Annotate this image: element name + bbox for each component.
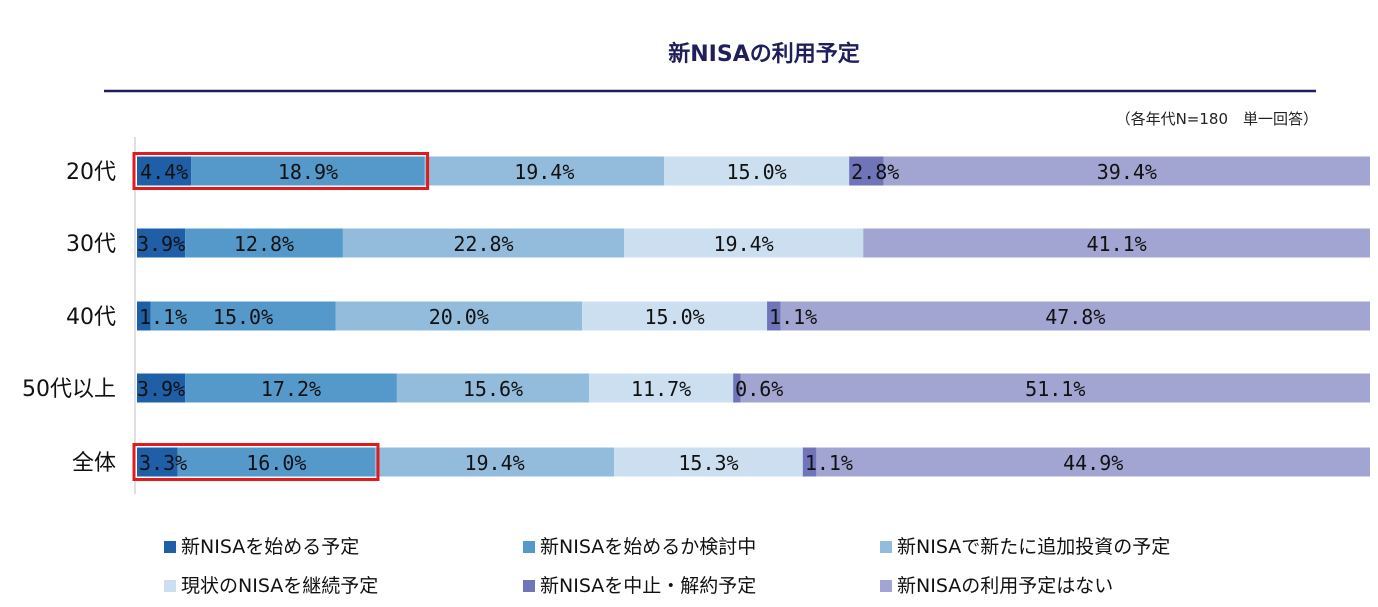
highlight-group (132, 152, 430, 481)
legend-swatch-2 (523, 541, 535, 553)
category-label-2: 30代 (66, 232, 116, 257)
bar-group (137, 156, 1370, 477)
value-label-row5-series6: 44.9% (1063, 451, 1123, 475)
bar-segment-row3-series4 (582, 301, 768, 331)
category-label-3: 40代 (66, 305, 116, 330)
legend-label-6: 新NISAの利用予定はない (897, 575, 1113, 597)
category-label-4: 50代以上 (22, 377, 116, 402)
value-label-row5-series1: 3.3% (139, 451, 187, 475)
value-label-row2-series6: 41.1% (1087, 232, 1147, 256)
legend-label-2: 新NISAを始めるか検討中 (540, 536, 756, 558)
bar-segment-row2-series1 (137, 228, 186, 258)
chart-title: 新NISAの利用予定 (668, 41, 859, 67)
value-label-row1-series3: 19.4% (514, 160, 574, 184)
value-label-row4-series5: 0.6% (735, 377, 783, 401)
value-label-row4-series4: 11.7% (631, 377, 691, 401)
bar-segment-row1-series5 (849, 156, 884, 186)
bar-segment-row5-series3 (374, 447, 615, 477)
bar-segment-row3-series1 (137, 301, 151, 331)
value-label-row3-series1: 1.1% (139, 305, 187, 329)
value-label-row5-series2: 16.0% (246, 451, 306, 475)
bar-segment-row3-series2 (150, 301, 336, 331)
bar-segment-row4-series4 (589, 373, 734, 403)
bar-segment-row1-series2 (191, 156, 425, 186)
legend-swatch-3 (880, 541, 892, 553)
value-label-row4-series2: 17.2% (261, 377, 321, 401)
value-label-row3-series3: 20.0% (429, 305, 489, 329)
value-label-row5-series5: 1.1% (805, 451, 853, 475)
bar-segment-row1-series4 (664, 156, 850, 186)
legend-swatch-1 (164, 541, 176, 553)
highlight-box-1 (132, 152, 430, 190)
legend-label-3: 新NISAで新たに追加投資の予定 (897, 536, 1170, 558)
bar-segment-row2-series3 (342, 228, 625, 258)
value-label-row4-series3: 15.6% (463, 377, 523, 401)
value-label-row1-series5: 2.8% (851, 160, 899, 184)
highlight-box-2 (132, 443, 380, 481)
bar-segment-row4-series6 (740, 373, 1370, 403)
bar-segment-row3-series5 (767, 301, 781, 331)
value-label-row2-series1: 3.9% (137, 232, 185, 256)
value-label-row2-series4: 19.4% (714, 232, 774, 256)
value-label-row4-series6: 51.1% (1025, 377, 1085, 401)
value-label-row5-series3: 19.4% (464, 451, 524, 475)
bar-segment-row4-series5 (733, 373, 741, 403)
value-label-row1-series6: 39.4% (1097, 160, 1157, 184)
value-label-row1-series1: 4.4% (140, 160, 188, 184)
category-label-5: 全体 (72, 451, 116, 476)
bar-segment-row4-series2 (185, 373, 397, 403)
value-label-row3-series2: 15.0% (213, 305, 273, 329)
value-label-row1-series2: 18.9% (278, 160, 338, 184)
value-label-row4-series1: 3.9% (137, 377, 185, 401)
legend-label-1: 新NISAを始める予定 (181, 536, 359, 558)
bar-segment-row5-series6 (816, 447, 1370, 477)
legend-swatch-5 (523, 580, 535, 592)
value-label-row2-series3: 22.8% (453, 232, 513, 256)
bar-segment-row5-series4 (614, 447, 803, 477)
sample-note: （各年代N=180 単一回答） (1116, 110, 1318, 128)
value-label-row1-series4: 15.0% (726, 160, 786, 184)
bar-segment-row2-series4 (624, 228, 864, 258)
bar-segment-row2-series2 (185, 228, 343, 258)
bar-segment-row1-series3 (424, 156, 665, 186)
value-label-row3-series4: 15.0% (644, 305, 704, 329)
legend-label-5: 新NISAを中止・解約予定 (540, 575, 756, 597)
bar-segment-row4-series1 (137, 373, 186, 403)
bar-segment-row1-series6 (883, 156, 1370, 186)
category-label-1: 20代 (66, 160, 116, 185)
bar-segment-row4-series3 (396, 373, 590, 403)
label-group: 20代 4.4% 18.9% 19.4% 15.0% 2.8% 39.4% 30代 3.9% 12… (22, 160, 1157, 476)
bar-segment-row5-series1 (137, 447, 178, 477)
legend-swatch-4 (164, 580, 176, 592)
value-label-row3-series5: 1.1% (769, 305, 817, 329)
bar-segment-row1-series1 (137, 156, 192, 186)
bar-segment-row3-series6 (780, 301, 1370, 331)
value-label-row3-series6: 47.8% (1045, 305, 1105, 329)
bar-segment-row5-series5 (802, 447, 817, 477)
bar-segment-row3-series3 (335, 301, 583, 331)
legend-swatch-6 (880, 580, 892, 592)
legend: 新NISAを始める予定 新NISAを始めるか検討中 新NISAで新たに追加投資の予定… (164, 536, 1170, 597)
bar-segment-row2-series6 (863, 228, 1370, 258)
value-label-row5-series4: 15.3% (678, 451, 738, 475)
value-label-row2-series2: 12.8% (234, 232, 294, 256)
legend-label-4: 現状のNISAを継続予定 (181, 575, 378, 597)
bar-segment-row5-series2 (177, 447, 375, 477)
